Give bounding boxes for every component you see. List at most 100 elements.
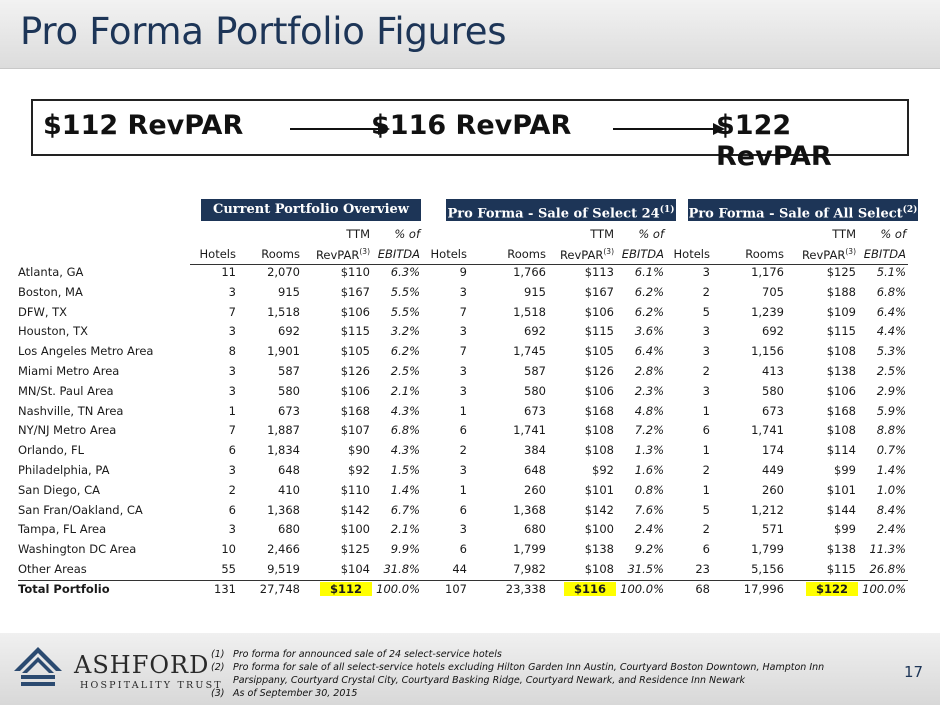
market-name: Atlanta, GA (18, 265, 84, 279)
group-header-select-24: Pro Forma - Sale of Select 24(1) (446, 199, 676, 221)
market-name: NY/NJ Metro Area (18, 423, 117, 438)
table-cell: $106 (340, 304, 370, 319)
revpar-select-24: $116 RevPAR (371, 110, 572, 141)
table-cell: 31.5% (627, 562, 664, 576)
table-cell: 1.6% (634, 463, 664, 477)
table-cell: 1,156 (751, 344, 784, 359)
header-pct-of: % of (394, 227, 420, 241)
table-cell: 174 (762, 443, 784, 458)
table-cell: $138 (826, 364, 856, 378)
table-cell: $168 (340, 403, 370, 418)
table-cell: $108 (584, 562, 614, 576)
table-cell: 3 (228, 364, 236, 378)
table-cell: 10 (221, 542, 236, 557)
table-cell: 7,982 (513, 562, 546, 576)
table-cell: $105 (340, 344, 370, 359)
header-rule (421, 264, 666, 265)
table-cell: 3 (228, 463, 236, 477)
table-cell: 7 (459, 304, 467, 319)
table-cell: 680 (278, 522, 300, 537)
table-cell: $125 (826, 265, 856, 279)
table-cell: $113 (584, 265, 614, 279)
table-cell: 6.2% (390, 344, 420, 359)
table-cell: 1.3% (634, 443, 664, 458)
arrow-right-icon (290, 123, 390, 135)
table-cell: 1.0% (876, 482, 906, 497)
table-cell: 4.4% (876, 324, 906, 339)
logo-name: ASHFORD (74, 651, 210, 679)
table-cell: $108 (826, 344, 856, 359)
table-cell: 1,766 (513, 265, 546, 279)
table-cell: 1 (459, 482, 467, 497)
table-cell: 3 (459, 364, 467, 378)
table-cell: $108 (584, 423, 614, 438)
table-cell: 1,901 (267, 344, 300, 359)
table-cell: 8 (228, 344, 236, 359)
table-cell: 5.3% (876, 344, 906, 359)
table-cell: 673 (762, 403, 784, 418)
table-cell: 1,368 (267, 502, 300, 517)
table-cell: $125 (340, 542, 370, 557)
table-cell: 1,212 (751, 502, 784, 517)
total-cell: 100.0% (620, 581, 664, 596)
table-cell: 2 (228, 482, 236, 497)
market-name: Miami Metro Area (18, 364, 120, 378)
table-cell: $142 (584, 502, 614, 517)
table-cell: 2,466 (267, 542, 300, 557)
table-cell: $115 (826, 562, 856, 576)
table-cell: 260 (762, 482, 784, 497)
table-cell: 1,368 (513, 502, 546, 517)
table-cell: 2.5% (876, 364, 906, 378)
market-name: Houston, TX (18, 324, 89, 339)
table-cell: $115 (340, 324, 370, 339)
table-cell: $167 (340, 284, 370, 299)
total-label: Total Portfolio (18, 581, 110, 596)
table-cell: $107 (340, 423, 370, 438)
table-cell: 2.3% (634, 383, 664, 398)
table-cell: 2.4% (634, 522, 664, 537)
table-cell: $106 (826, 383, 856, 398)
table-cell: 9.9% (390, 542, 420, 557)
table-cell: 1,745 (513, 344, 546, 359)
table-cell: 5.5% (390, 284, 420, 299)
table-cell: $142 (340, 502, 370, 517)
total-rule (18, 579, 190, 581)
header-pct-of: % of (638, 227, 664, 241)
market-name: Orlando, FL (18, 443, 84, 458)
market-name: San Fran/Oakland, CA (18, 502, 143, 517)
table-cell: 5 (702, 502, 710, 517)
table-cell: 9 (459, 265, 467, 279)
page-number: 17 (904, 663, 924, 681)
table-cell: 1 (459, 403, 467, 418)
table-cell: 3 (459, 522, 467, 537)
table-cell: 2 (459, 443, 467, 458)
header-rule (664, 264, 908, 265)
table-cell: $104 (340, 562, 370, 576)
market-name: DFW, TX (18, 304, 68, 319)
table-cell: 2 (702, 463, 710, 477)
table-cell: $188 (826, 284, 856, 299)
table-cell: 384 (524, 443, 546, 458)
table-cell: $138 (826, 542, 856, 557)
table-cell: $126 (584, 364, 614, 378)
table-cell: 6.4% (634, 344, 664, 359)
table-cell: 1,799 (513, 542, 546, 557)
table-cell: 1 (702, 443, 710, 458)
header-revpar: RevPAR(3) (559, 247, 614, 262)
market-name: Los Angeles Metro Area (18, 344, 154, 359)
table-cell: 6 (459, 502, 467, 517)
table-cell: 3 (702, 324, 710, 339)
table-cell: $99 (834, 463, 856, 477)
table-cell: 7 (228, 423, 236, 438)
header-ebitda: EBITDA (377, 247, 420, 261)
table-cell: $92 (592, 463, 614, 477)
table-cell: 1,518 (513, 304, 546, 319)
header-revpar: RevPAR(3) (801, 247, 856, 262)
table-cell: $167 (584, 284, 614, 299)
table-cell: 9.2% (634, 542, 664, 557)
table-cell: 0.8% (634, 482, 664, 497)
table-cell: 11.3% (869, 542, 906, 557)
table-cell: 1,741 (513, 423, 546, 438)
table-cell: 2.1% (390, 522, 420, 537)
table-cell: 673 (278, 403, 300, 418)
